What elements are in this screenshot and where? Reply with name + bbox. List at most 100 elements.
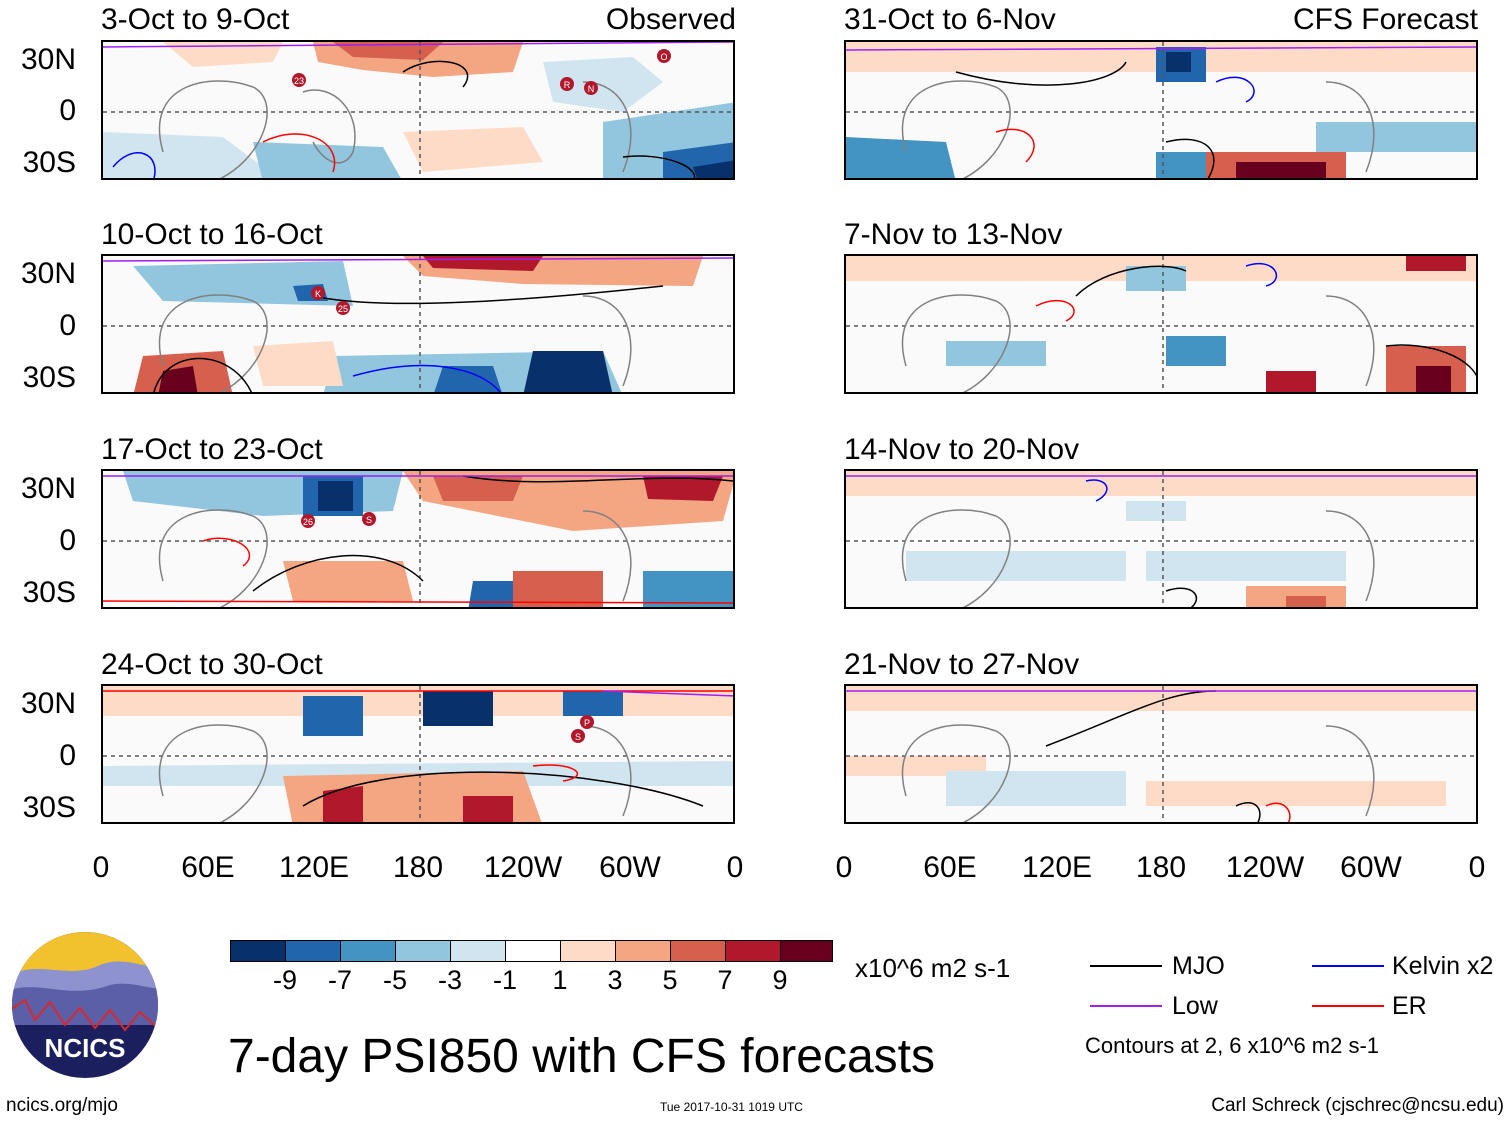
panel-title-fc-1: 31-Oct to 6-Nov — [844, 3, 1056, 36]
panel-title-obs-2: 10-Oct to 16-Oct — [101, 218, 323, 251]
svg-text:R: R — [564, 80, 571, 90]
colorbar-tick: 1 — [552, 965, 568, 995]
colorbar-swatch — [230, 940, 286, 962]
lon-label: 120E — [278, 851, 350, 884]
svg-text:K: K — [315, 289, 321, 299]
storm-marker: R — [560, 77, 574, 91]
colorbar-tick: 5 — [662, 965, 678, 995]
legend-line-mjo — [1090, 965, 1162, 967]
colorbar-swatch — [670, 940, 726, 962]
colorbar-tick: -3 — [437, 965, 462, 995]
colorbar-swatch — [340, 940, 396, 962]
svg-text:25: 25 — [338, 304, 348, 314]
legend-label-er: ER — [1392, 992, 1427, 1020]
lon-label: 180 — [392, 851, 444, 884]
panel-title-obs-3: 17-Oct to 23-Oct — [101, 433, 323, 466]
colorbar-swatch — [615, 940, 671, 962]
storm-marker: O — [657, 49, 671, 63]
storm-marker: S — [362, 512, 376, 526]
lat-label-30s: 30S — [22, 146, 76, 179]
footer-url[interactable]: ncics.org/mjo — [6, 1095, 118, 1116]
lon-label: 60W — [599, 851, 661, 884]
observed-label: Observed — [605, 3, 736, 36]
svg-text:NCICS: NCICS — [45, 1033, 126, 1063]
legend-label-mjo: MJO — [1172, 952, 1225, 980]
lon-label: 120W — [483, 851, 563, 884]
colorbar-tick: 9 — [772, 965, 788, 995]
legend-label-low: Low — [1172, 992, 1218, 1020]
lat-label-30s: 30S — [22, 576, 76, 609]
panel-title-fc-4: 21-Nov to 27-Nov — [844, 648, 1080, 681]
panel-title-fc-2: 7-Nov to 13-Nov — [844, 218, 1063, 251]
lon-label: 0 — [726, 851, 744, 884]
map-panel-forecast-3 — [844, 469, 1478, 609]
lon-label: 0 — [835, 851, 853, 884]
lon-label: 60W — [1340, 851, 1402, 884]
lon-label: 180 — [1135, 851, 1187, 884]
lon-label: 0 — [92, 851, 110, 884]
map-panel-observed-4 — [101, 684, 735, 824]
colorbar-swatch — [395, 940, 451, 962]
lon-label: 60E — [923, 851, 977, 884]
forecast-label: CFS Forecast — [1292, 3, 1478, 36]
colorbar-swatch — [285, 940, 341, 962]
colorbar-tick: 3 — [607, 965, 623, 995]
map-panel-forecast-4 — [844, 684, 1478, 824]
panel-title-obs-1: 3-Oct to 9-Oct — [101, 3, 290, 36]
lat-label-eq: 0 — [59, 309, 76, 342]
lat-label-30n: 30N — [20, 257, 76, 290]
storm-marker: K — [311, 286, 325, 300]
storm-marker: 23 — [292, 73, 306, 87]
colorbar-tick: -5 — [382, 965, 407, 995]
lat-label-30s: 30S — [22, 361, 76, 394]
colorbar-swatch — [505, 940, 561, 962]
lat-label-eq: 0 — [59, 524, 76, 557]
svg-text:S: S — [575, 732, 581, 742]
map-panel-observed-2 — [101, 254, 735, 394]
colorbar-tick: -1 — [492, 965, 517, 995]
map-panel-observed-3 — [101, 469, 735, 609]
storm-marker: 25 — [336, 301, 350, 315]
legend-line-low — [1090, 1005, 1162, 1007]
colorbar-tick: 7 — [717, 965, 733, 995]
svg-text:O: O — [660, 52, 667, 62]
lat-label-30n: 30N — [20, 43, 76, 76]
storm-marker: S — [571, 729, 585, 743]
lat-label-30n: 30N — [20, 472, 76, 505]
colorbar-swatch — [450, 940, 506, 962]
legend-line-er — [1312, 1005, 1384, 1007]
lon-label: 60E — [181, 851, 235, 884]
svg-text:23: 23 — [294, 76, 304, 86]
map-panel-forecast-2 — [844, 254, 1478, 394]
colorbar-swatch — [780, 940, 833, 962]
panel-title-fc-3: 14-Nov to 20-Nov — [844, 433, 1080, 466]
legend-label-kelvin: Kelvin x2 — [1392, 952, 1494, 980]
colorbar-tick: -9 — [272, 965, 297, 995]
colorbar-tick: -7 — [327, 965, 352, 995]
svg-text:N: N — [588, 84, 595, 94]
storm-marker: 26 — [301, 514, 315, 528]
contour-note: Contours at 2, 6 x10^6 m2 s-1 — [1085, 1033, 1380, 1058]
svg-text:S: S — [366, 515, 372, 525]
svg-text:26: 26 — [303, 517, 313, 527]
lon-label: 120W — [1225, 851, 1305, 884]
storm-marker: P — [580, 715, 594, 729]
lon-label: 120E — [1021, 851, 1093, 884]
legend-line-kelvin — [1312, 965, 1384, 967]
ncics-logo: NCICS — [10, 930, 160, 1080]
colorbar-swatch — [560, 940, 616, 962]
lat-label-eq: 0 — [59, 739, 76, 772]
footer-timestamp: Tue 2017-10-31 1019 UTC — [660, 1100, 803, 1114]
lat-label-30s: 30S — [22, 791, 76, 824]
figure-title: 7-day PSI850 with CFS forecasts — [228, 1030, 935, 1083]
svg-text:P: P — [584, 718, 590, 728]
map-panel-forecast-1 — [844, 40, 1478, 180]
colorbar-swatch — [725, 940, 781, 962]
lat-label-30n: 30N — [20, 687, 76, 720]
storm-marker: N — [584, 81, 598, 95]
lon-label: 0 — [1468, 851, 1486, 884]
lat-label-eq: 0 — [59, 94, 76, 127]
map-panel-observed-1 — [101, 40, 735, 180]
panel-title-obs-4: 24-Oct to 30-Oct — [101, 648, 323, 681]
